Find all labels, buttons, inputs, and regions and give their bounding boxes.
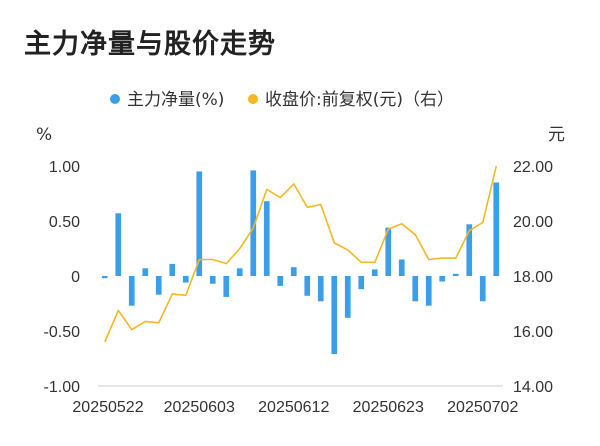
bar xyxy=(317,276,324,302)
bar xyxy=(371,269,378,276)
bar xyxy=(169,263,176,276)
bar xyxy=(439,276,446,282)
right-tick-label: 20.00 xyxy=(513,214,553,231)
bar xyxy=(155,276,162,295)
right-tick-label: 16.00 xyxy=(513,324,553,341)
legend-label-line: 收盘价:前复权(元)（右） xyxy=(265,90,454,110)
bar xyxy=(466,224,473,276)
bar xyxy=(331,276,338,355)
bar xyxy=(263,201,270,276)
bar-series xyxy=(101,170,500,355)
left-tick-label: -1.00 xyxy=(44,379,81,396)
x-tick-label: 20250702 xyxy=(447,399,518,416)
x-tick-label: 20250603 xyxy=(164,399,235,416)
bar xyxy=(115,213,122,276)
legend-marker-bar xyxy=(110,94,120,104)
bar xyxy=(277,276,284,286)
bar xyxy=(452,273,459,276)
left-tick-label: -0.50 xyxy=(44,324,81,341)
left-axis-ticks: 1.00 0.50 0 -0.50 -1.00 xyxy=(44,159,81,396)
right-axis-unit: 元 xyxy=(548,125,565,145)
bar xyxy=(236,268,243,276)
price-line xyxy=(104,165,498,343)
bar xyxy=(304,276,311,296)
left-tick-label: 0 xyxy=(71,269,80,286)
bar xyxy=(250,170,257,276)
bar xyxy=(142,268,149,276)
bar xyxy=(479,276,486,302)
x-tick-label: 20250623 xyxy=(353,399,424,416)
left-tick-label: 1.00 xyxy=(49,159,80,176)
legend-marker-line xyxy=(248,94,258,104)
bar xyxy=(412,276,419,302)
right-axis-ticks: 22.00 20.00 18.00 16.00 14.00 xyxy=(513,159,553,396)
legend: 主力净量(%) 收盘价:前复权(元)（右） xyxy=(110,90,454,110)
bar xyxy=(182,276,189,283)
bar xyxy=(209,276,216,284)
bar xyxy=(128,276,135,306)
bar xyxy=(493,182,500,276)
x-axis-ticks: 20250522 20250603 20250612 20250623 20250702 xyxy=(72,399,518,416)
bar xyxy=(425,276,432,306)
bar xyxy=(223,276,230,297)
left-tick-label: 0.50 xyxy=(49,214,80,231)
bar xyxy=(385,227,392,276)
right-tick-label: 14.00 xyxy=(513,379,553,396)
bar xyxy=(398,259,405,276)
left-axis-unit: % xyxy=(36,125,52,145)
bar xyxy=(290,267,297,276)
chart-title: 主力净量与股价走势 xyxy=(24,29,276,60)
line-series xyxy=(104,165,498,343)
bar xyxy=(101,276,108,279)
legend-label-bar: 主力净量(%) xyxy=(127,90,224,110)
x-tick-label: 20250612 xyxy=(258,399,329,416)
right-tick-label: 22.00 xyxy=(513,159,553,176)
bar xyxy=(196,171,203,276)
x-tick-label: 20250522 xyxy=(72,399,143,416)
right-tick-label: 18.00 xyxy=(513,269,553,286)
bar xyxy=(344,276,351,318)
bar xyxy=(358,276,365,290)
